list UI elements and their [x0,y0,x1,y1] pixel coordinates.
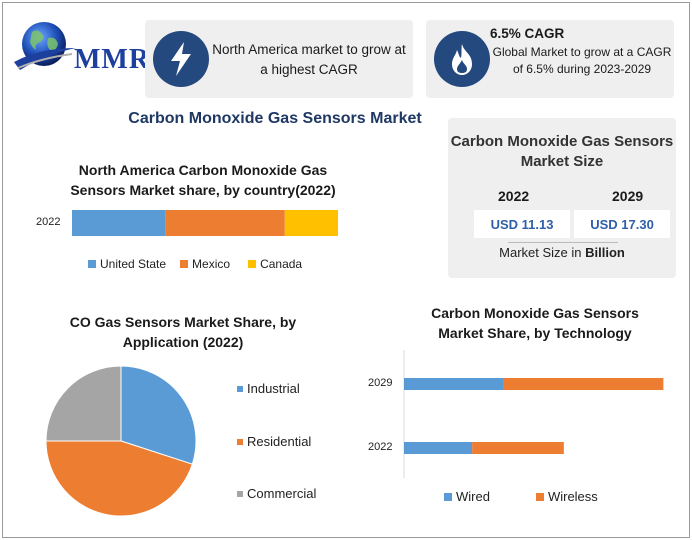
legend-label-canada: Canada [260,257,303,271]
bar-wireless-2022 [472,442,564,454]
cagr-title: 6.5% CAGR [490,26,565,41]
bar-segment-united-state [72,210,166,236]
globe-icon [14,22,76,70]
highlight-card-north-america: North America market to grow at a highes… [145,20,413,98]
legend-swatch-commercial [237,490,243,497]
legend-label-commercial: Commercial [247,486,317,501]
logo-text: MMR [74,44,151,75]
legend-item-residential: Residential [237,434,311,449]
bar-wireless-2029 [503,378,664,390]
divider [508,242,618,243]
bar-wired-2029 [404,378,504,390]
highlight-card-cagr: 6.5% CAGR Global Market to grow at a CAG… [426,20,674,98]
legend-label-wireless: Wireless [547,489,598,504]
tick-label-2022: 2022 [368,441,393,453]
market-size-title: Carbon Monoxide Gas Sensors Market Size [450,133,674,170]
year-label-2029: 2029 [612,188,644,204]
pie-slice-industrial [120,365,197,465]
tick-label-2029: 2029 [368,377,393,389]
flame-icon [434,31,490,87]
tick-label-2022-country: 2022 [36,216,61,228]
legend-label-industrial: Industrial [247,381,300,396]
legend-label-wired: Wired [456,489,490,504]
bar-segment-mexico [165,210,285,236]
legend-label-residential: Residential [247,434,312,449]
legend-swatch-residential [237,438,243,445]
bar-segment-canada [284,210,338,236]
legend-item-commercial: Commercial [237,486,316,501]
pie-slice-residential [45,440,193,517]
pie-slice-commercial [45,365,122,442]
value-2029: USD 17.30 [574,210,670,238]
note-prefix: Market Size in [499,245,586,260]
mmr-logo: MMR [10,18,149,82]
legend-label-mexico: Mexico [192,257,231,271]
legend-item-industrial: Industrial [237,381,300,396]
market-size-card: Carbon Monoxide Gas Sensors Market Size … [448,118,676,278]
cagr-text: Global Market to grow at a CAGR of 6.5% … [492,45,672,76]
legend-swatch-industrial [237,385,243,392]
legend-label-united-state: United State [100,257,167,271]
legend-swatch-united-state [88,260,96,268]
chart-title-country: North America Carbon Monoxide Gas Sensor… [70,162,336,198]
legend-swatch-mexico [180,260,189,268]
legend-country: United State Mexico Canada [88,257,302,271]
year-label-2022: 2022 [498,188,530,204]
highlight-text: North America market to grow at a highes… [212,42,406,77]
market-size-note: Market Size in Billion [448,245,676,260]
country-share-chart [72,210,338,236]
application-pie-chart [45,365,197,517]
note-unit: Billion [585,245,625,260]
legend-swatch-canada [248,260,257,268]
lightning-icon [153,31,209,87]
chart-title-application: CO Gas Sensors Market Share, by Applicat… [69,314,297,350]
legend-swatch-wired [444,492,452,501]
chart-title-technology: Carbon Monoxide Gas Sensors Market Share… [431,305,639,341]
legend-swatch-wireless [535,492,544,501]
value-2022: USD 11.13 [474,210,570,238]
bar-wired-2022 [404,442,473,454]
page-title: Carbon Monoxide Gas Sensors Market [128,110,422,127]
legend-technology: Wired Wireless [444,489,598,504]
technology-share-chart [403,350,664,478]
